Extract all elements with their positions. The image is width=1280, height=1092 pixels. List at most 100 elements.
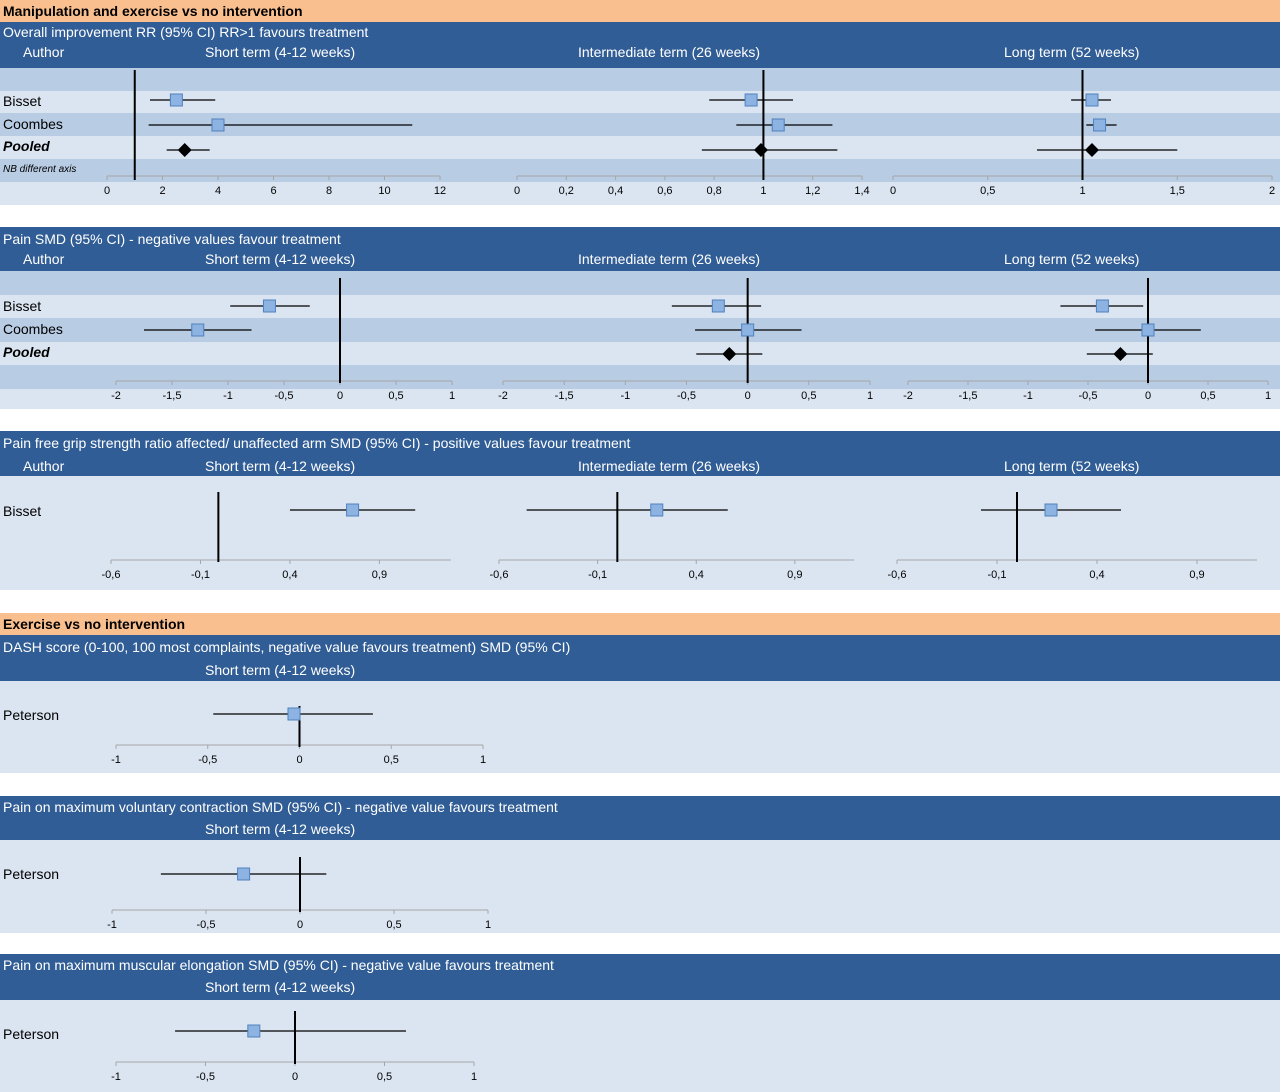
chart-title: Pain on maximum voluntary contraction SM… [3, 799, 558, 815]
x-tick-label: 2 [1269, 185, 1275, 197]
x-tick-label: 0,4 [608, 185, 623, 197]
forest-plot-svg: -2 -1,5 -1 -0,5 0 0,5 1 -2 -1,5 -1 -0,5 0 0,5 1 -2 -1,5… [111, 278, 1271, 402]
x-tick-label: 1 [480, 754, 486, 766]
point-estimate-square [1141, 323, 1155, 337]
point-estimate-square [741, 323, 755, 337]
x-tick-label: 4 [215, 185, 221, 197]
x-tick-label: -0,1 [588, 569, 607, 581]
forest-plot-svg: -0,6 -0,1 0,4 0,9 -0,6 -0,1 0,4 0,9 -0,6 -0,1 0,4 0… [102, 492, 1257, 581]
author-header: Author [23, 44, 65, 60]
forest-plot-svg: 0 2 4 6 8 10 12 0 0,2 0,4 0,6 0,8 1 1,2 1,4 0 0,5 1 1,5 2 [104, 70, 1275, 197]
x-tick-label: 1,4 [854, 185, 869, 197]
author-label-pooled: Pooled [3, 138, 50, 154]
author-label: Coombes [3, 321, 63, 337]
forest-panel-overall-improvement: 0 2 4 6 8 10 12 0 0,2 0,4 0,6 0,8 1 1,2 1,4 0 0,5 1 1,5 2 B… [0, 68, 1280, 205]
x-tick-label: -2 [903, 390, 913, 402]
x-tick-label: 1,5 [1170, 185, 1185, 197]
x-tick-label: 2 [159, 185, 165, 197]
x-tick-label: -0,6 [490, 569, 509, 581]
x-tick-label: 6 [270, 185, 276, 197]
x-tick-label: -0,5 [197, 919, 216, 931]
x-tick-label: 0,5 [980, 185, 995, 197]
x-tick-label: -2 [498, 390, 508, 402]
chart-header-pain: Pain SMD (95% CI) - negative values favo… [0, 227, 1280, 271]
x-tick-label: 0,9 [787, 569, 802, 581]
x-tick-label: 1 [1265, 390, 1271, 402]
x-tick-label: -1,5 [959, 390, 978, 402]
chart-title: Pain free grip strength ratio affected/ … [3, 435, 631, 451]
x-tick-label: 0 [292, 1071, 298, 1083]
x-tick-label: 0 [1145, 390, 1151, 402]
x-tick-label: 0 [745, 390, 751, 402]
x-tick-label: -1 [1023, 390, 1033, 402]
column-header-intermediate: Intermediate term (26 weeks) [578, 458, 761, 474]
forest-plot-svg: -1 -0,5 0 0,5 1 [111, 1011, 477, 1083]
column-header-short: Short term (4-12 weeks) [205, 662, 356, 678]
x-tick-label: 0,5 [388, 390, 403, 402]
chart-title: Overall improvement RR (95% CI) RR>1 fav… [3, 24, 369, 40]
x-tick-label: -1,5 [555, 390, 574, 402]
x-tick-label: 1 [1079, 185, 1085, 197]
author-label: Bisset [3, 93, 42, 109]
x-tick-label: -0,1 [988, 569, 1007, 581]
chart-header-dash: DASH score (0-100, 100 most complaints, … [0, 635, 1280, 681]
x-tick-label: 1 [867, 390, 873, 402]
forest-panel-elongation: -1 -0,5 0 0,5 1 Peterson [0, 1000, 1280, 1092]
author-label: Coombes [3, 116, 63, 132]
point-estimate-square [247, 1024, 261, 1038]
author-label: Peterson [3, 707, 60, 723]
chart-header-grip-strength: Pain free grip strength ratio affected/ … [0, 431, 1280, 476]
x-tick-label: 0 [514, 185, 520, 197]
x-tick-label: 0 [104, 185, 110, 197]
x-tick-label: 0 [296, 754, 302, 766]
x-tick-label: -0,5 [677, 390, 696, 402]
panel-stripe [0, 365, 1280, 389]
x-tick-label: -1,5 [163, 390, 182, 402]
column-header-intermediate: Intermediate term (26 weeks) [578, 251, 761, 267]
chart-title: DASH score (0-100, 100 most complaints, … [3, 639, 571, 655]
column-header-intermediate: Intermediate term (26 weeks) [578, 44, 761, 60]
author-label: Bisset [3, 298, 42, 314]
point-estimate-square [346, 503, 360, 517]
x-tick-label: 1 [471, 1071, 477, 1083]
x-tick-label: -1 [111, 1071, 121, 1083]
point-estimate-square [1044, 503, 1058, 517]
pooled-estimate-diamond [722, 347, 737, 361]
point-estimate-square [1093, 118, 1107, 132]
panel-stripe [0, 113, 1280, 136]
x-tick-label: -2 [111, 390, 121, 402]
point-estimate-square [771, 118, 785, 132]
section-title: Manipulation and exercise vs no interven… [0, 0, 1280, 22]
author-label-pooled: Pooled [3, 344, 50, 360]
pooled-estimate-diamond [177, 143, 192, 157]
point-estimate-square [191, 323, 205, 337]
x-tick-label: 0,2 [559, 185, 574, 197]
column-header-short: Short term (4-12 weeks) [205, 979, 356, 995]
chart-header-elongation: Pain on maximum muscular elongation SMD … [0, 954, 1280, 1000]
x-tick-label: 1,2 [805, 185, 820, 197]
column-header-short: Short term (4-12 weeks) [205, 44, 356, 60]
x-tick-label: -0,5 [198, 754, 217, 766]
x-tick-label: 0,5 [1200, 390, 1215, 402]
x-tick-label: 0,6 [657, 185, 672, 197]
column-header-short: Short term (4-12 weeks) [205, 821, 356, 837]
forest-panel-grip-strength: -0,6 -0,1 0,4 0,9 -0,6 -0,1 0,4 0,9 -0,6 -0,1 0,4 0… [0, 476, 1280, 590]
column-header-long: Long term (52 weeks) [1004, 251, 1140, 267]
x-tick-label: -0,5 [275, 390, 294, 402]
forest-panel-pain: -2 -1,5 -1 -0,5 0 0,5 1 -2 -1,5 -1 -0,5 0 0,5 1 -2 -1,5… [0, 271, 1280, 409]
forest-panel-contraction: -1 -0,5 0 0,5 1 Peterson [0, 840, 1280, 933]
author-header: Author [23, 251, 65, 267]
x-tick-label: 0,9 [1189, 569, 1204, 581]
point-estimate-square [287, 707, 301, 721]
author-label: Bisset [3, 503, 42, 519]
x-tick-label: -0,1 [191, 569, 210, 581]
x-tick-label: -0,6 [888, 569, 907, 581]
point-estimate-square [237, 867, 251, 881]
chart-title: Pain SMD (95% CI) - negative values favo… [3, 231, 341, 247]
x-tick-label: 0,5 [377, 1071, 392, 1083]
chart-title: Pain on maximum muscular elongation SMD … [3, 957, 554, 973]
chart-header-contraction: Pain on maximum voluntary contraction SM… [0, 796, 1280, 840]
x-tick-label: 0,4 [689, 569, 704, 581]
forest-panel-dash: -1 -0,5 0 0,5 1 Peterson [0, 681, 1280, 773]
x-tick-label: -0,5 [1079, 390, 1098, 402]
